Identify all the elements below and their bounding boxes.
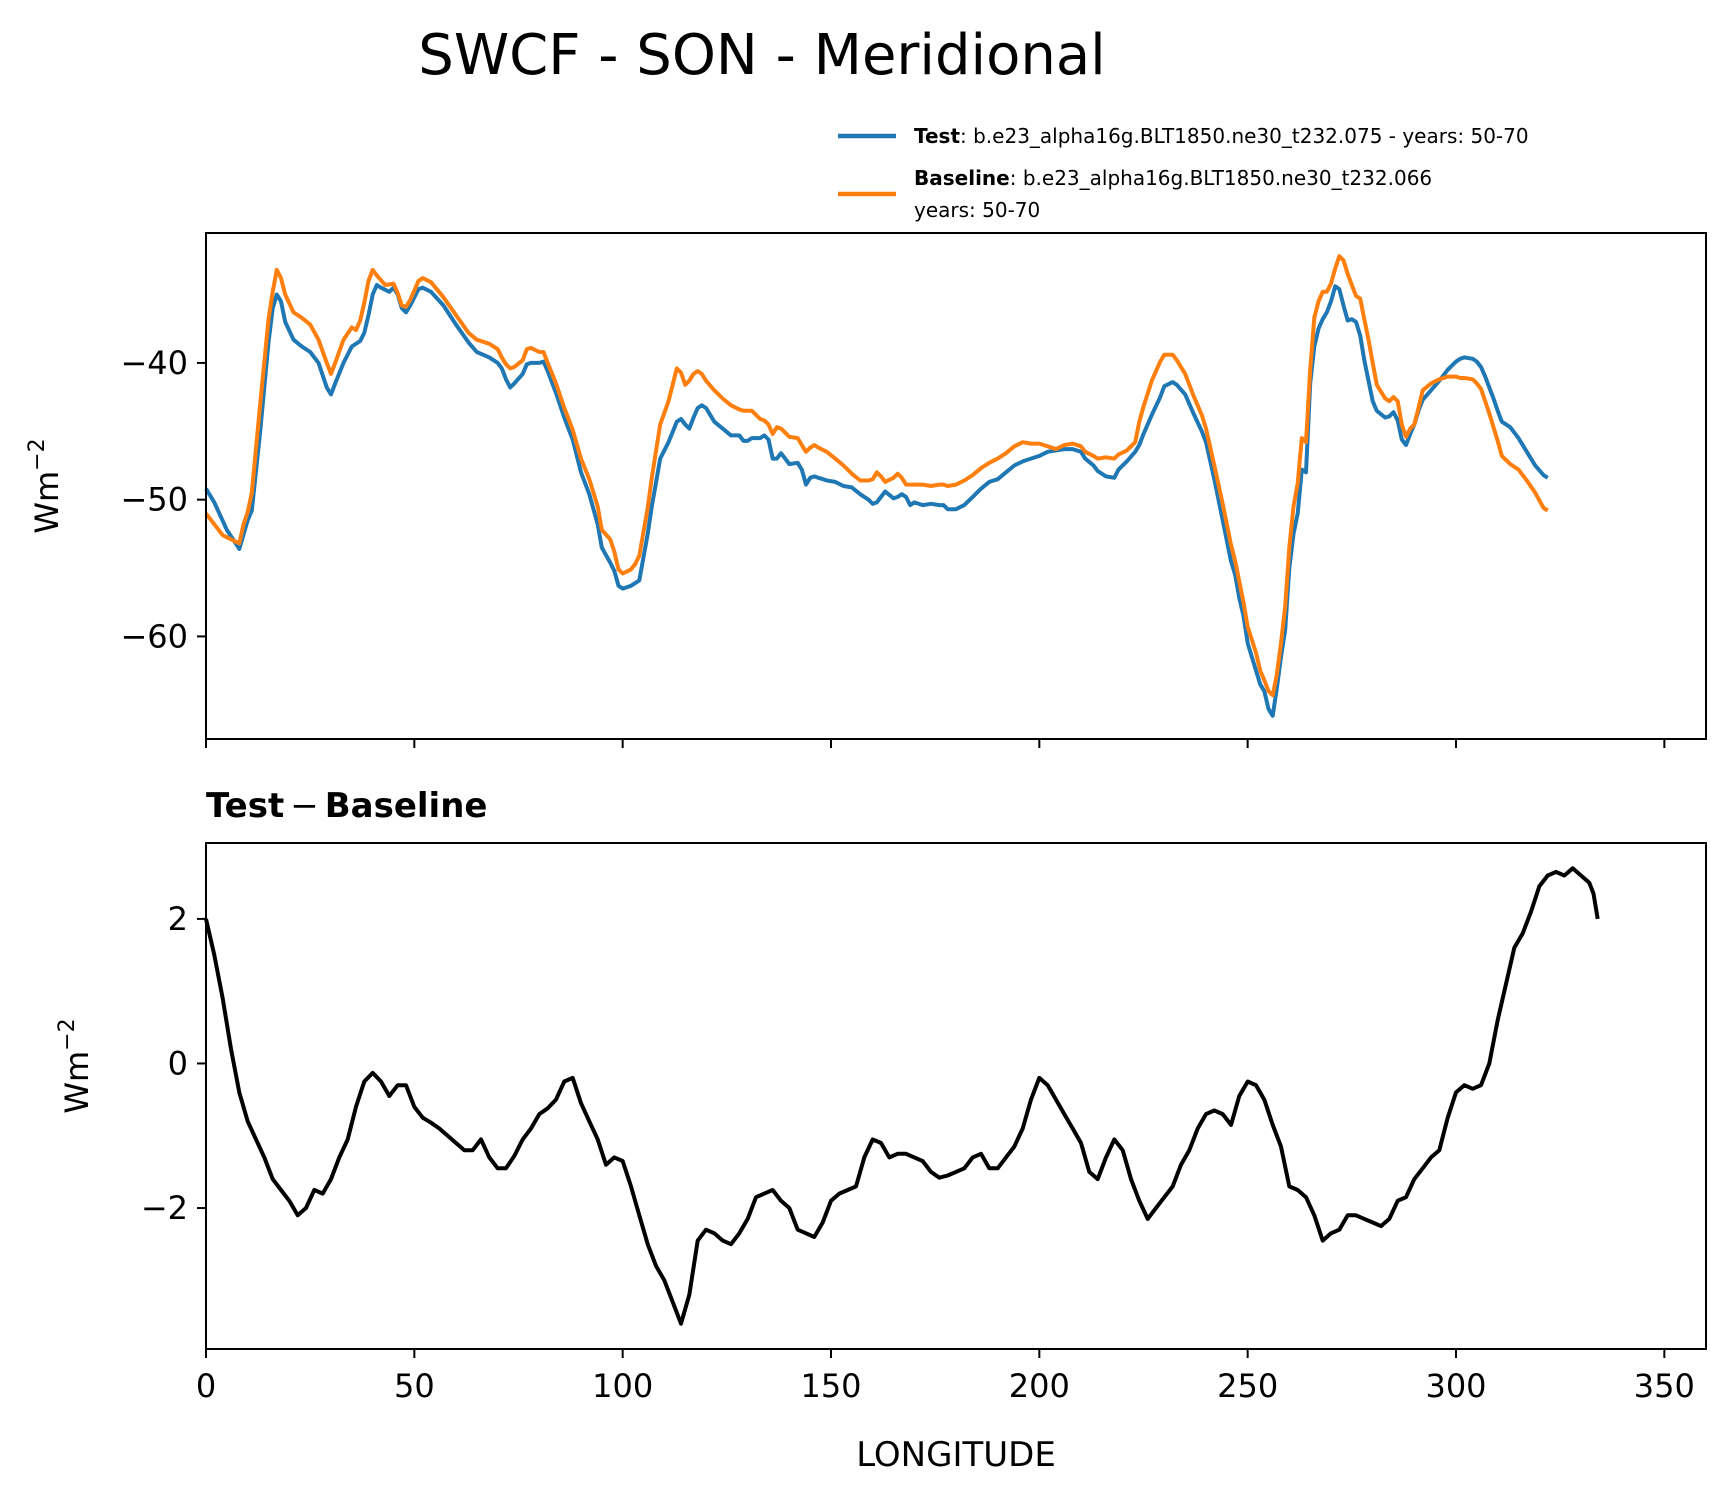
bottom-ytick-label: 2	[168, 900, 188, 938]
legend-baseline-label: Baseline: b.e23_alpha16g.BLT1850.ne30_t2…	[914, 166, 1432, 190]
top-ytick-label: −50	[120, 481, 188, 519]
bottom-series-test-baseline	[204, 866, 1600, 1326]
bottom-panel: Test − Baseline 2 0 −2 0 50 100 150 200 250 300 350…	[55, 786, 1707, 1475]
bottom-title-left: Test	[206, 786, 284, 826]
bottom-axes-frame	[205, 842, 1707, 1350]
bottom-xtick-label: 100	[592, 1367, 653, 1405]
top-ylabel-exp: −2	[25, 438, 50, 470]
legend-baseline-text: : b.e23_alpha16g.BLT1850.ne30_t232.066	[1010, 166, 1432, 190]
bottom-ylabel: Wm−2	[55, 1018, 96, 1113]
bottom-xtick-label: 350	[1634, 1367, 1695, 1405]
top-ylabel: Wm−2	[25, 438, 66, 533]
bottom-xtick-label: 150	[800, 1367, 861, 1405]
bottom-xtick-label: 50	[394, 1367, 435, 1405]
bottom-xtick-label: 0	[196, 1367, 216, 1405]
figure-title: SWCF - SON - Meridional	[418, 23, 1105, 88]
top-ylabel-base: Wm	[28, 471, 66, 534]
legend-test-bold: Test	[914, 124, 960, 148]
top-axes-frame	[205, 232, 1707, 740]
bottom-title-right: Baseline	[325, 786, 488, 826]
bottom-x-ticks: 0 50 100 150 200 250 300 350	[196, 1349, 1695, 1405]
top-ytick-label: −40	[120, 344, 188, 382]
bottom-y-ticks: 2 0 −2	[141, 900, 206, 1227]
top-ytick-label: −60	[120, 617, 188, 655]
bottom-xlabel: LONGITUDE	[856, 1435, 1056, 1475]
bottom-xtick-label: 300	[1425, 1367, 1486, 1405]
bottom-title: Test − Baseline	[206, 786, 487, 826]
bottom-xtick-label: 200	[1009, 1367, 1070, 1405]
top-series-group	[204, 254, 1549, 718]
legend: Test: b.e23_alpha16g.BLT1850.ne30_t232.0…	[838, 124, 1529, 222]
bottom-series-group	[204, 866, 1600, 1326]
bottom-ylabel-base: Wm	[58, 1051, 96, 1114]
top-y-ticks: −40 −50 −60	[120, 344, 206, 655]
bottom-title-minus: −	[290, 786, 319, 826]
top-x-ticks	[205, 739, 1666, 748]
top-panel: −40 −50 −60 Wm−2	[25, 232, 1707, 748]
legend-baseline-years: years: 50-70	[914, 198, 1040, 222]
bottom-xtick-label: 250	[1217, 1367, 1278, 1405]
top-series-baseline	[204, 254, 1549, 698]
legend-baseline-bold: Baseline	[914, 166, 1010, 190]
bottom-ylabel-exp: −2	[55, 1018, 80, 1050]
top-series-test	[204, 283, 1549, 718]
bottom-ytick-label: 0	[168, 1044, 188, 1082]
legend-test-text: : b.e23_alpha16g.BLT1850.ne30_t232.075 -…	[960, 124, 1529, 148]
bottom-ytick-label: −2	[141, 1189, 188, 1227]
legend-test-label: Test: b.e23_alpha16g.BLT1850.ne30_t232.0…	[914, 124, 1529, 148]
